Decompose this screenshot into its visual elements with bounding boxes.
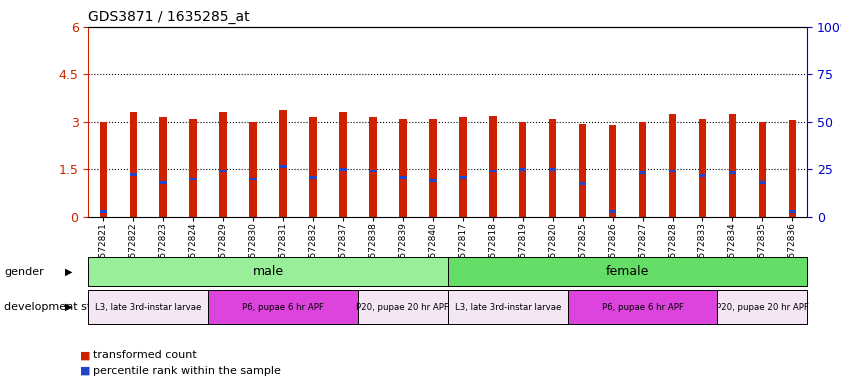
Bar [279, 110, 287, 217]
Bar [459, 176, 467, 179]
Text: P6, pupae 6 hr APF: P6, pupae 6 hr APF [242, 303, 324, 312]
Text: P6, pupae 6 hr APF: P6, pupae 6 hr APF [601, 303, 684, 312]
Bar [639, 122, 647, 217]
Bar [99, 122, 107, 217]
Bar [519, 168, 526, 171]
Bar [220, 113, 227, 217]
Bar [309, 176, 317, 179]
Text: P20, pupae 20 hr APF: P20, pupae 20 hr APF [357, 303, 449, 312]
Text: L3, late 3rd-instar larvae: L3, late 3rd-instar larvae [95, 303, 201, 312]
Bar [249, 177, 257, 180]
Text: ▶: ▶ [66, 302, 72, 312]
Bar [789, 120, 796, 217]
Bar [519, 122, 526, 217]
Bar [669, 114, 676, 217]
Bar [759, 122, 766, 217]
Text: transformed count: transformed count [93, 350, 196, 360]
Bar [639, 171, 647, 174]
Bar [369, 170, 377, 172]
Bar [609, 210, 616, 213]
Bar [789, 210, 796, 213]
Text: percentile rank within the sample: percentile rank within the sample [93, 366, 280, 376]
Bar [220, 170, 227, 172]
Bar [130, 173, 137, 175]
Text: gender: gender [4, 266, 44, 277]
Bar [429, 119, 436, 217]
Bar [609, 125, 616, 217]
Bar [160, 117, 167, 217]
Bar [579, 124, 586, 217]
Text: ■: ■ [80, 350, 90, 360]
Bar [189, 119, 197, 217]
Bar [699, 119, 706, 217]
Bar [728, 114, 736, 217]
Bar [699, 174, 706, 177]
Bar [249, 122, 257, 217]
Bar [429, 179, 436, 182]
Bar [160, 181, 167, 184]
Text: male: male [252, 265, 283, 278]
Bar [369, 117, 377, 217]
Bar [549, 168, 557, 171]
Bar [459, 117, 467, 217]
Bar [728, 171, 736, 174]
Bar [339, 113, 346, 217]
Text: ▶: ▶ [66, 266, 72, 277]
Bar [99, 210, 107, 213]
Bar [489, 170, 496, 172]
Text: L3, late 3rd-instar larvae: L3, late 3rd-instar larvae [455, 303, 561, 312]
Bar [489, 116, 496, 217]
Bar [189, 177, 197, 180]
Text: female: female [606, 265, 649, 278]
Bar [309, 117, 317, 217]
Text: ■: ■ [80, 366, 90, 376]
Bar [399, 119, 407, 217]
Bar [130, 113, 137, 217]
Bar [759, 181, 766, 184]
Bar [579, 182, 586, 185]
Bar [549, 119, 557, 217]
Bar [279, 165, 287, 168]
Text: P20, pupae 20 hr APF: P20, pupae 20 hr APF [716, 303, 809, 312]
Text: development stage: development stage [4, 302, 113, 312]
Bar [669, 170, 676, 172]
Text: GDS3871 / 1635285_at: GDS3871 / 1635285_at [88, 10, 250, 25]
Bar [339, 168, 346, 171]
Bar [399, 176, 407, 179]
